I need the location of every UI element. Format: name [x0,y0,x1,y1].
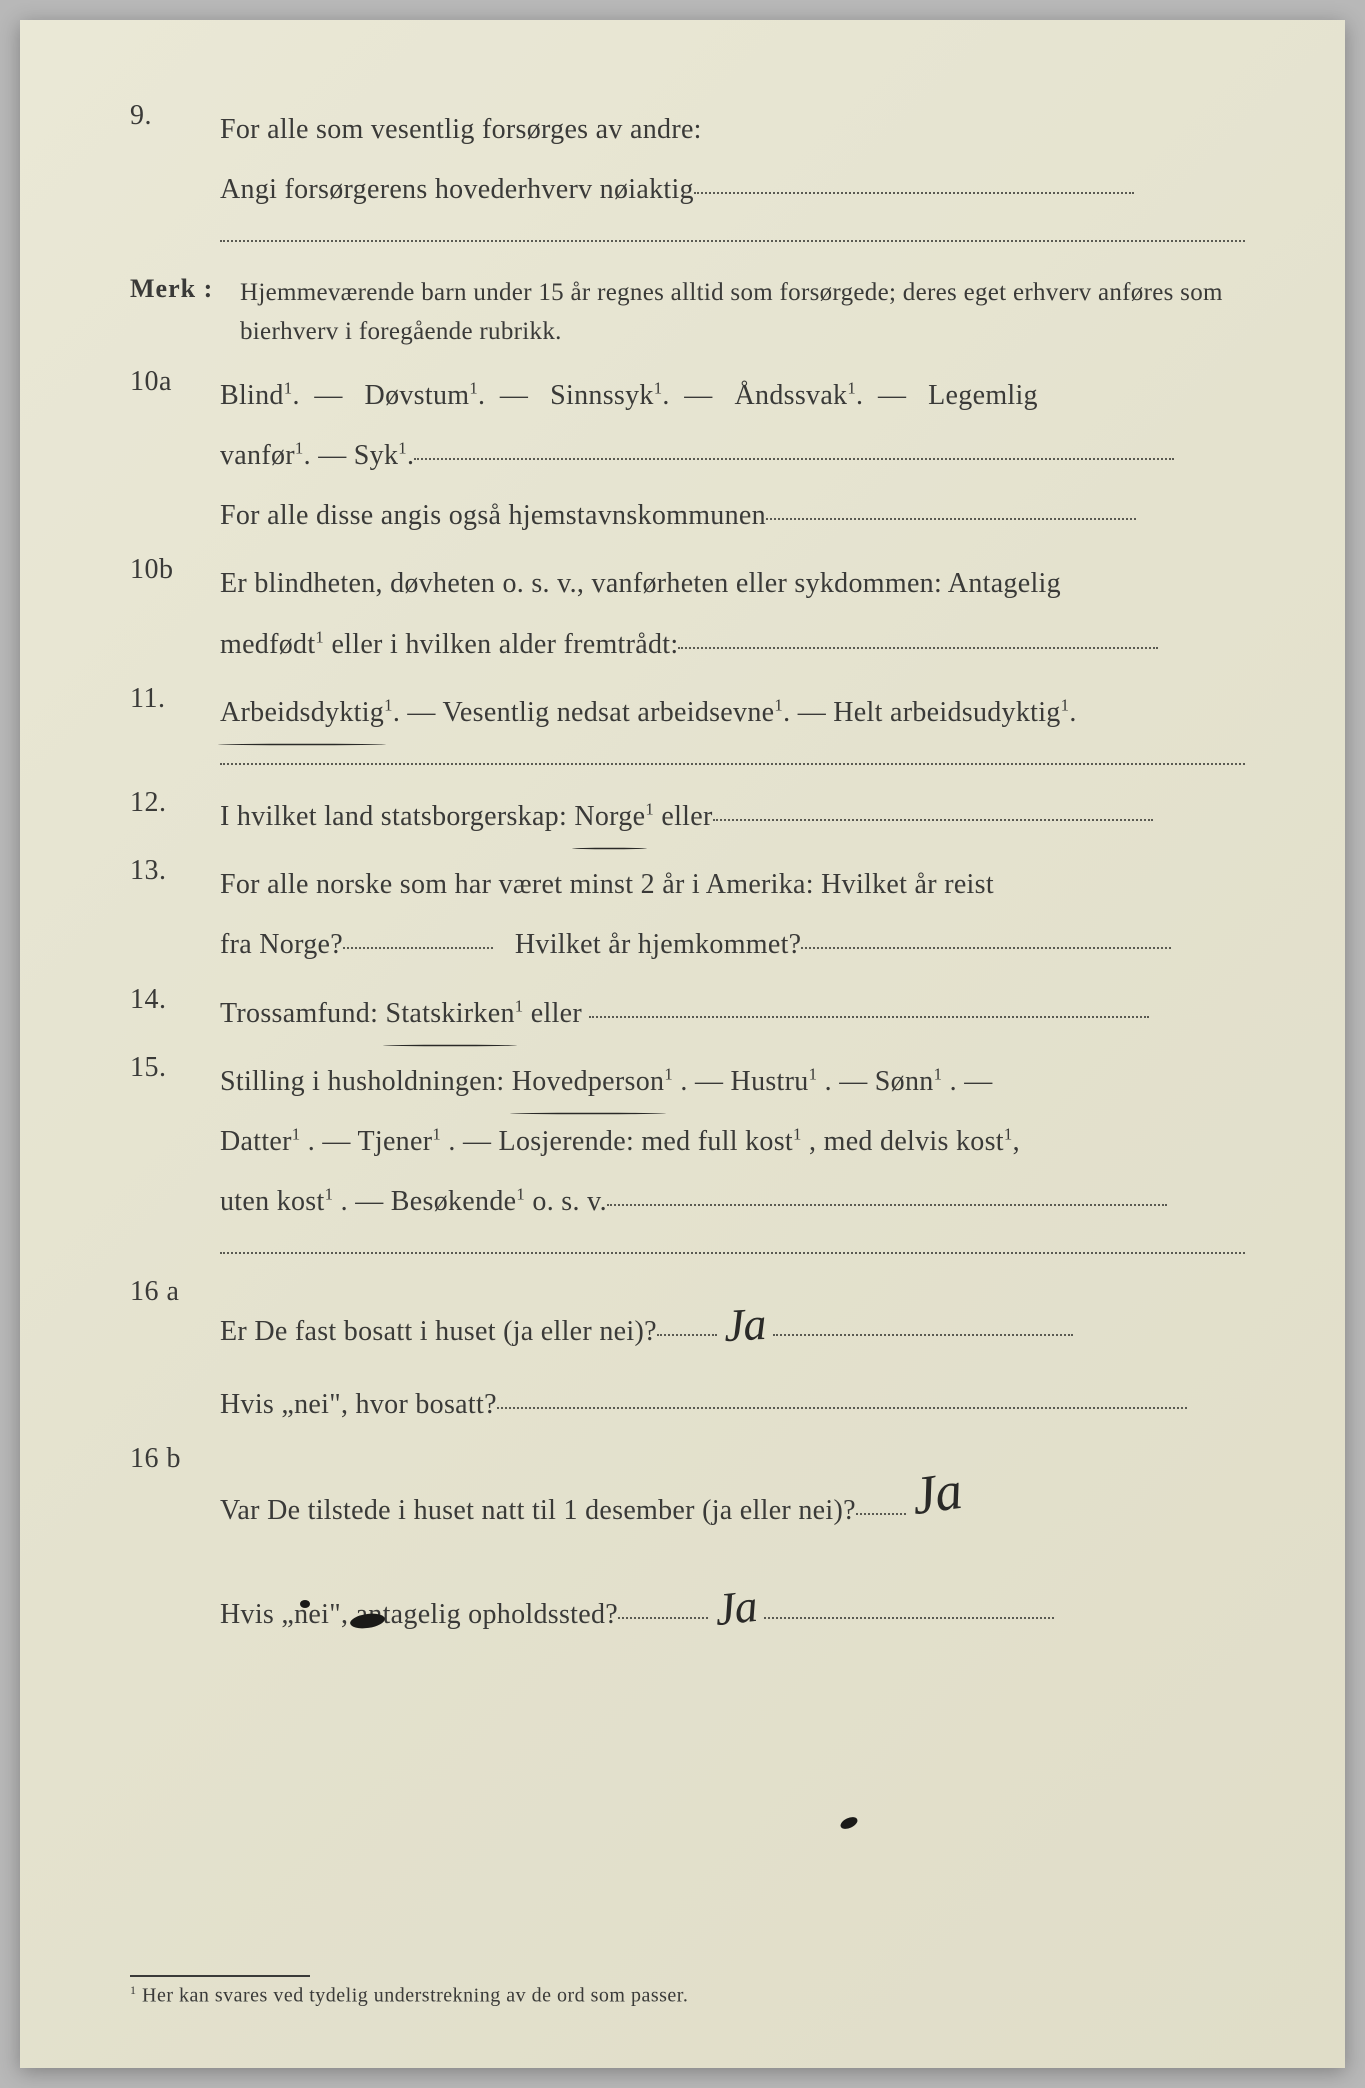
q15-rest3: . — [950,1066,993,1097]
merk-label: Merk : [130,274,240,352]
q12-text2: eller [661,801,712,832]
question-9: 9. For alle som vesentlig forsørges av a… [130,100,1245,256]
q15-rest2: . — Sønn [825,1066,934,1097]
q16b-text1: Var De tilstede i huset natt til 1 desem… [220,1495,856,1526]
footnote-marker: 1 [130,1983,137,1997]
q11-content: Arbeidsdyktig1. — Vesentlig nedsat arbei… [220,683,1245,779]
q14-statskirken: Statskirken [385,984,514,1044]
footnote: 1 Her kan svares ved tydelig understrekn… [130,1975,1245,2008]
merk-note: Merk : Hjemmeværende barn under 15 år re… [130,274,1245,352]
merk-text: Hjemmeværende barn under 15 år regnes al… [240,274,1245,352]
q16a-content: Er De fast bosatt i huset (ja eller nei)… [220,1276,1245,1435]
q16a-hand: Ja [722,1275,769,1376]
q12-content: I hvilket land statsborgerskap: Norge1 e… [220,787,1245,847]
q10a-vanfor: vanfør [220,440,295,471]
q14-text2: eller [531,998,590,1029]
question-13: 13. For alle norske som har været minst … [130,855,1245,975]
question-10a: 10a Blind1. — Døvstum1. — Sinnssyk1. — Å… [130,366,1245,547]
q10a-blind: Blind [220,380,284,411]
q11-opt3: — Helt arbeidsudyktig [798,697,1061,728]
q10a-syk: Syk [354,440,398,471]
q15-content: Stilling i husholdningen: Hovedperson1 .… [220,1052,1245,1269]
q11-mid: — Vesentlig nedsat arbeidsevne [407,697,774,728]
q16a-text2: Hvis „nei", hvor bosatt? [220,1389,497,1420]
q9-line2: Angi forsørgerens hovederhverv nøiaktig [220,174,694,205]
q15-rest1: . — Hustru [680,1066,808,1097]
question-14: 14. Trossamfund: Statskirken1 eller [130,984,1245,1044]
question-15: 15. Stilling i husholdningen: Hovedperso… [130,1052,1245,1269]
q14-number: 14. [130,984,220,1016]
q12-norge: Norge [574,787,645,847]
q10b-number: 10b [130,554,220,586]
q9-number: 9. [130,100,220,132]
q15-hovedperson: Hovedperson [512,1052,665,1112]
q10b-text1: Er blindheten, døvheten o. s. v., vanfør… [220,568,1061,599]
q10a-line3: For alle disse angis også hjemstavnskomm… [220,500,766,531]
q12-text1: I hvilket land statsborgerskap: [220,801,574,832]
q15-line3c: o. s. v. [532,1186,606,1217]
q15-text1: Stilling i husholdningen: [220,1066,512,1097]
q14-text1: Trossamfund: [220,998,385,1029]
q15-line2c: . — Losjerende: med full kost [448,1126,793,1157]
q11-opt1: Arbeidsdyktig [220,683,384,743]
q12-number: 12. [130,787,220,819]
q16b-text2: Hvis „nei", antagelig opholdssted? [220,1599,618,1630]
question-11: 11. Arbeidsdyktig1. — Vesentlig nedsat a… [130,683,1245,779]
q16b-hand2: Ja [710,1558,762,1661]
q15-line2a: Datter [220,1126,292,1157]
question-16b: 16 b Var De tilstede i huset natt til 1 … [130,1443,1245,1658]
q10b-content: Er blindheten, døvheten o. s. v., vanfør… [220,554,1245,674]
q9-line1: For alle som vesentlig forsørges av andr… [220,114,702,145]
q16b-hand1: Ja [904,1433,969,1555]
q10a-sinnssyk: Sinnssyk [550,380,654,411]
q16a-number: 16 a [130,1276,220,1308]
q10b-text2a: medfødt [220,629,315,660]
question-16a: 16 a Er De fast bosatt i huset (ja eller… [130,1276,1245,1435]
ink-mark [300,1600,310,1608]
q10a-content: Blind1. — Døvstum1. — Sinnssyk1. — Åndss… [220,366,1245,547]
q11-number: 11. [130,683,220,715]
footnote-text: Her kan svares ved tydelig understreknin… [142,1985,688,2007]
q14-content: Trossamfund: Statskirken1 eller [220,984,1245,1044]
q15-line2d: , med delvis kost [809,1126,1004,1157]
q10a-legemlig: Legemlig [928,380,1038,411]
q13-content: For alle norske som har været minst 2 år… [220,855,1245,975]
q16a-text1: Er De fast bosatt i huset (ja eller nei)… [220,1316,657,1347]
q10a-dovstum: Døvstum [365,380,470,411]
ink-mark [839,1815,860,1832]
q15-line3a: uten kost [220,1186,325,1217]
question-12: 12. I hvilket land statsborgerskap: Norg… [130,787,1245,847]
q13-text2b: Hvilket år hjemkommet? [515,929,802,960]
question-10b: 10b Er blindheten, døvheten o. s. v., va… [130,554,1245,674]
q15-line3b: . — Besøkende [341,1186,517,1217]
q10a-andssvak: Åndssvak [735,380,848,411]
q10b-text2b: eller i hvilken alder fremtrådt: [331,629,678,660]
q16b-number: 16 b [130,1443,220,1475]
q15-number: 15. [130,1052,220,1084]
q13-text1: For alle norske som har været minst 2 år… [220,869,994,900]
q9-content: For alle som vesentlig forsørges av andr… [220,100,1245,256]
document-page: 9. For alle som vesentlig forsørges av a… [20,20,1345,2068]
q13-number: 13. [130,855,220,887]
q15-line2b: . — Tjener [308,1126,433,1157]
q13-text2a: fra Norge? [220,929,343,960]
q10a-number: 10a [130,366,220,398]
